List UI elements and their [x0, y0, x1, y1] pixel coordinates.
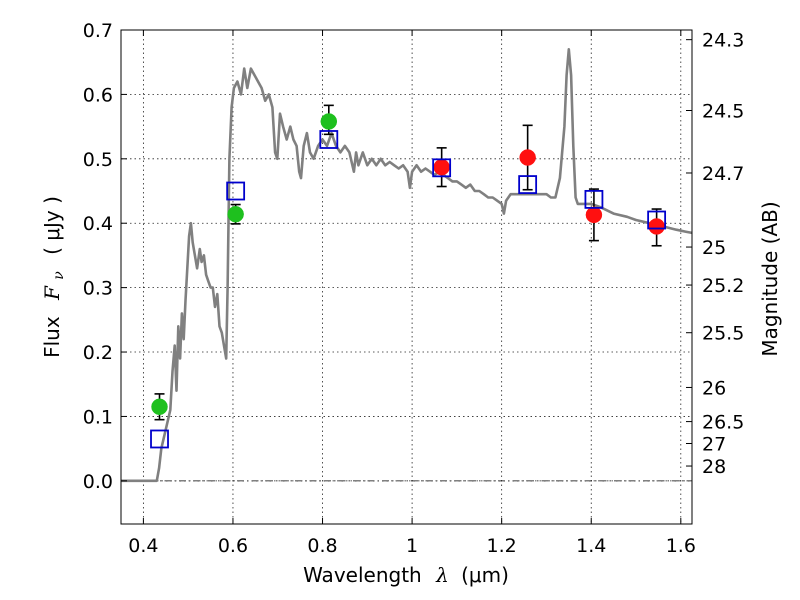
observed-point	[227, 205, 244, 223]
observed-point	[320, 113, 338, 130]
y-axis-label: Flux F ν ( μJy )	[40, 196, 68, 358]
model-photometry-square	[226, 181, 246, 201]
model-photometry-square	[518, 175, 538, 194]
model-photometry-square	[584, 189, 604, 209]
right-y-tick-label: 25	[702, 237, 726, 259]
y-tick-label: 0.4	[83, 213, 113, 235]
right-y-tick-label: 24.3	[702, 30, 744, 52]
right-y-tick-label: 24.5	[702, 101, 744, 123]
x-tick-label: 0.6	[218, 535, 248, 557]
model-photometry-square	[150, 429, 169, 449]
y-tick-label: 0.6	[83, 84, 113, 106]
y-axis-label-unit: ( μJy )	[40, 196, 64, 255]
y-tick-label: 0.1	[83, 406, 113, 428]
model-photometry-squares	[150, 130, 667, 449]
plot-frame	[120, 29, 693, 525]
observed-point	[519, 149, 536, 166]
y-tick-label: 0.3	[83, 278, 113, 300]
x-tick-label: 0.8	[307, 535, 337, 557]
x-axis-label: Wavelength λ (μm)	[303, 563, 509, 587]
model-photometry-square	[647, 210, 667, 230]
observed-point	[648, 218, 665, 235]
right-y-tick-label: 26	[702, 377, 726, 399]
model-spectrum	[121, 48, 693, 483]
y-axis-label-subscript: ν	[51, 271, 67, 280]
y-tick-label: 0.5	[83, 149, 113, 171]
x-tick-label: 0.4	[128, 535, 158, 557]
x-axis-label-symbol: λ	[435, 563, 449, 587]
x-tick-label: 1.2	[487, 535, 517, 557]
model-spectrum-line	[121, 48, 693, 483]
right-y-tick-label: 25.2	[702, 275, 744, 297]
right-y-tick-label: 26.5	[702, 412, 744, 434]
right-y-tick-label: 27	[702, 433, 726, 455]
observed-point	[433, 158, 450, 176]
y-axis-label-symbol: F	[40, 285, 64, 301]
model-photometry-square	[319, 130, 339, 149]
x-axis-ticks: 0.4 0.6 0.8 1 1.2 1.4 1.6	[128, 30, 696, 557]
right-y-axis-label: Magnitude (AB)	[758, 201, 782, 356]
right-y-tick-label: 25.5	[702, 323, 744, 345]
x-tick-label: 1	[406, 535, 418, 557]
y-tick-label: 0.0	[83, 471, 113, 493]
x-tick-label: 1.6	[666, 535, 696, 557]
grid-lines	[121, 29, 692, 524]
right-y-tick-label: 24.7	[702, 163, 744, 185]
y-axis-label-prefix: Flux	[40, 316, 64, 358]
right-y-tick-label: 28	[702, 456, 726, 478]
observed-point	[585, 206, 603, 224]
x-axis-label-unit: (μm)	[461, 563, 509, 587]
observed-point	[151, 398, 168, 416]
model-photometry-square	[432, 158, 452, 178]
x-axis-label-prefix: Wavelength	[303, 563, 422, 587]
y-tick-label: 0.7	[83, 20, 113, 42]
y-axis-ticks: 0.0 0.1 0.2 0.3 0.4 0.5 0.6 0.7	[83, 20, 127, 493]
x-tick-label: 1.4	[576, 535, 606, 557]
y-tick-label: 0.2	[83, 342, 113, 364]
